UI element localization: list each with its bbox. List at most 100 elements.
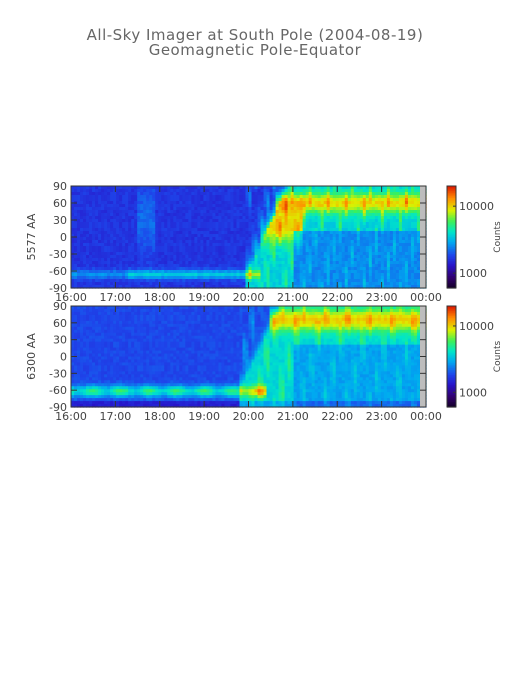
heatmap-cell <box>140 225 144 229</box>
heatmap-cell <box>221 228 226 232</box>
heatmap-cell <box>77 237 81 241</box>
heatmap-cell <box>218 252 223 256</box>
heatmap-cell <box>314 279 319 283</box>
heatmap-cell <box>392 252 397 256</box>
heatmap-cell <box>86 356 90 361</box>
heatmap-cell <box>89 255 93 259</box>
colorbar-segment <box>447 262 456 265</box>
heatmap-cell <box>242 234 247 238</box>
heatmap-cell <box>326 258 331 262</box>
heatmap-cell <box>131 365 135 369</box>
heatmap-cell <box>296 198 301 202</box>
heatmap-cell <box>143 270 147 274</box>
heatmap-cell <box>398 204 403 208</box>
heatmap-cell <box>134 362 138 367</box>
heatmap-cell <box>107 359 111 364</box>
heatmap-cell <box>377 258 382 262</box>
heatmap-cell <box>335 249 340 253</box>
heatmap-cell <box>275 189 280 193</box>
heatmap-cell <box>155 201 159 205</box>
heatmap-cell <box>71 383 75 387</box>
heatmap-cell <box>260 279 265 283</box>
heatmap-cell <box>257 258 262 262</box>
heatmap-cell <box>203 228 207 232</box>
heatmap-cell <box>356 198 361 202</box>
heatmap-cell <box>359 207 364 211</box>
heatmap-cell <box>308 222 313 226</box>
heatmap-cell <box>143 306 147 310</box>
heatmap-cell <box>203 234 207 238</box>
heatmap-cell <box>71 219 75 223</box>
heatmap-cell <box>386 249 391 253</box>
heatmap-cell <box>194 279 198 283</box>
heatmap-cell <box>356 246 361 250</box>
heatmap-cell <box>98 344 102 349</box>
heatmap-cell <box>344 192 349 196</box>
heatmap-cell <box>209 204 213 208</box>
heatmap-cell <box>182 237 186 241</box>
heatmap-cell <box>155 225 159 229</box>
heatmap-cell <box>386 258 391 262</box>
heatmap-cell <box>239 276 244 280</box>
heatmap-cell <box>95 323 99 328</box>
heatmap-cell <box>290 267 295 271</box>
heatmap-cell <box>206 279 210 283</box>
heatmap-cell <box>344 204 349 208</box>
heatmap-cell <box>236 198 241 202</box>
heatmap-cell <box>80 282 84 286</box>
heatmap-cell <box>353 210 358 214</box>
heatmap-cell <box>323 201 328 205</box>
heatmap-cell <box>170 273 174 277</box>
heatmap-cell <box>317 213 322 217</box>
heatmap-cell <box>89 261 93 265</box>
heatmap-cell <box>92 362 96 367</box>
heatmap-cell <box>161 213 165 217</box>
heatmap-cell <box>233 234 238 238</box>
heatmap-cell <box>296 273 301 277</box>
heatmap-cell <box>155 243 159 247</box>
heatmap-cell <box>140 323 144 328</box>
heatmap-cell <box>122 186 126 190</box>
heatmap-cell <box>296 201 301 205</box>
heatmap-cell <box>125 311 129 316</box>
heatmap-cell <box>77 261 81 265</box>
heatmap-cell <box>125 222 129 226</box>
heatmap-cell <box>146 216 150 220</box>
heatmap-cell <box>182 270 186 274</box>
heatmap-cell <box>110 255 114 259</box>
heatmap-cell <box>77 350 81 355</box>
heatmap-cell <box>293 264 298 268</box>
heatmap-cell <box>305 273 310 277</box>
heatmap-cell <box>275 207 280 211</box>
heatmap-cell <box>320 252 325 256</box>
heatmap-cell <box>176 237 180 241</box>
heatmap-cell <box>137 323 141 328</box>
heatmap-cell <box>398 231 403 235</box>
heatmap-cell <box>284 243 289 247</box>
heatmap-cell <box>302 189 307 193</box>
heatmap-cell <box>263 207 268 211</box>
heatmap-cell <box>296 222 301 226</box>
heatmap-cell <box>77 347 81 352</box>
heatmap-cell <box>77 344 81 349</box>
heatmap-cell <box>86 365 90 369</box>
colorbar-segment <box>447 242 456 245</box>
heatmap-cell <box>224 228 229 232</box>
heatmap-cell <box>215 210 220 214</box>
heatmap-cell <box>242 210 247 214</box>
heatmap-cell <box>377 267 382 271</box>
heatmap-cell <box>161 234 165 238</box>
heatmap-cell <box>329 189 334 193</box>
heatmap-cell <box>110 380 114 384</box>
heatmap-cell <box>242 282 247 286</box>
heatmap-cell <box>344 240 349 244</box>
heatmap-cell <box>200 252 204 256</box>
heatmap-cell <box>320 279 325 283</box>
heatmap-cell <box>368 216 373 220</box>
heatmap-cell <box>98 306 102 310</box>
heatmap-cell <box>257 186 262 190</box>
heatmap-cell <box>302 243 307 247</box>
heatmap-cell <box>143 189 147 193</box>
heatmap-cell <box>389 228 394 232</box>
heatmap-cell <box>251 216 256 220</box>
